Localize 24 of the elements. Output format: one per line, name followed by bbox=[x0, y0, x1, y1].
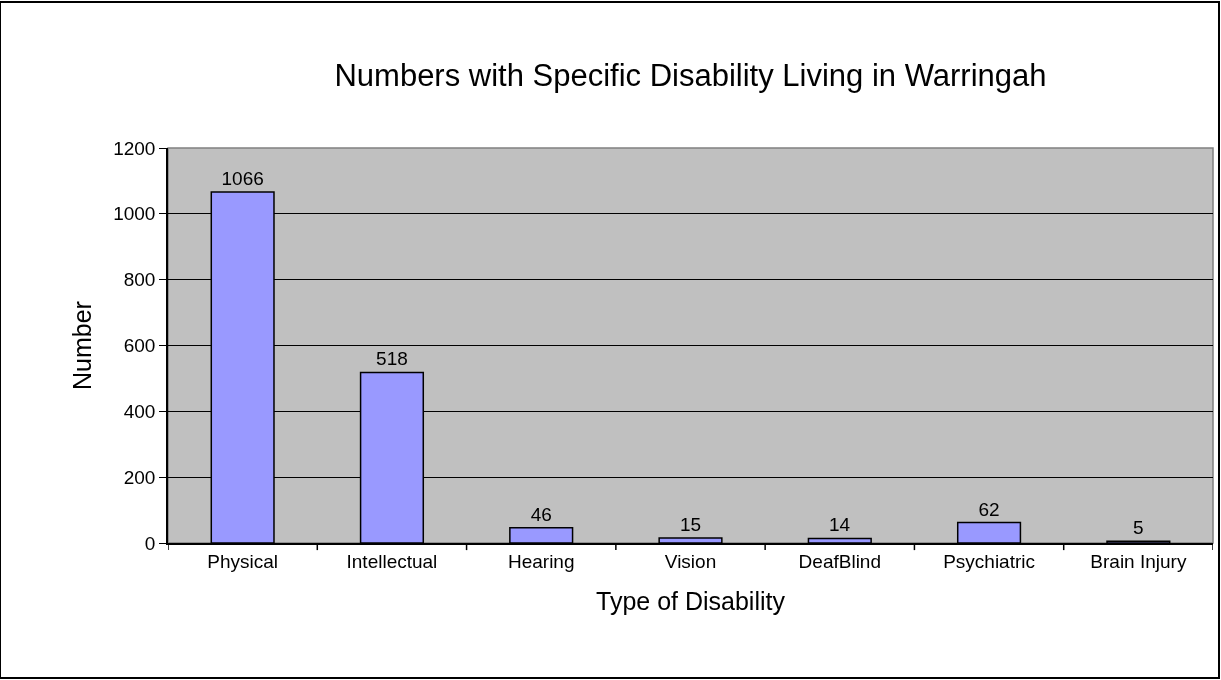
chart-title: Numbers with Specific Disability Living in Warringah bbox=[334, 57, 1047, 93]
y-tick-label: 200 bbox=[123, 466, 156, 488]
x-tick-label: Brain Injury bbox=[1090, 550, 1187, 572]
y-tick-label: 800 bbox=[123, 269, 156, 291]
y-tick-label: 400 bbox=[123, 400, 156, 422]
data-label: 1066 bbox=[221, 168, 264, 190]
x-tick-label: Vision bbox=[664, 550, 717, 572]
data-label: 14 bbox=[829, 514, 851, 536]
y-tick-label: 0 bbox=[144, 532, 156, 554]
data-label: 15 bbox=[679, 514, 702, 536]
x-tick-label: Psychiatric bbox=[943, 550, 1035, 572]
x-tick-label: Intellectual bbox=[346, 550, 438, 572]
data-label: 46 bbox=[530, 503, 552, 525]
x-tick-label: DeafBlind bbox=[798, 550, 881, 572]
data-label: 518 bbox=[376, 348, 408, 370]
x-tick-label: Physical bbox=[207, 550, 279, 572]
y-tick-label: 600 bbox=[123, 335, 156, 357]
y-axis-title: Number bbox=[68, 301, 97, 390]
y-tick-label: 1200 bbox=[113, 137, 156, 159]
data-label: 5 bbox=[1133, 517, 1144, 539]
data-label: 62 bbox=[978, 498, 1000, 520]
y-tick-label: 1000 bbox=[113, 203, 156, 225]
x-tick-label: Hearing bbox=[507, 550, 575, 572]
x-axis-title: Type of Disability bbox=[596, 587, 786, 616]
